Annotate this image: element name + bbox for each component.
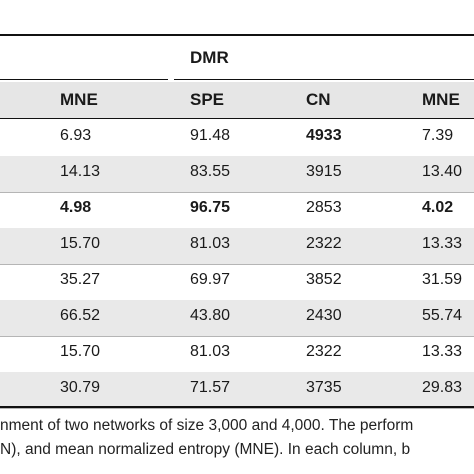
table-cell: 66.52 (60, 307, 101, 324)
table-cell: 4.98 (60, 199, 92, 216)
table-bottom-rule (0, 406, 474, 408)
table-cell: 6.93 (60, 127, 92, 144)
table-row: 30.79 71.57 3735 29.83 (0, 372, 474, 409)
column-header: CN (306, 90, 331, 109)
table-cell: 91.48 (190, 127, 231, 144)
table-cell: 81.03 (190, 235, 231, 252)
column-header: MNE (60, 90, 98, 109)
table-row: 15.70 81.03 2322 13.33 (0, 228, 474, 265)
column-header-row: MNE SPE CN MNE (0, 82, 474, 119)
column-header: MNE (422, 90, 460, 109)
caption-line: nment of two networks of size 3,000 and … (0, 417, 414, 434)
table-cell: 4933 (306, 127, 342, 144)
table-cell: 43.80 (190, 307, 231, 324)
table-cell: 13.33 (422, 235, 463, 252)
table-cell: 15.70 (60, 235, 101, 252)
table-row: 35.27 69.97 3852 31.59 (0, 264, 474, 301)
table-row: 6.93 91.48 4933 7.39 (0, 120, 474, 157)
table-row: 4.98 96.75 2853 4.02 (0, 192, 474, 229)
table-cell: 96.75 (190, 199, 231, 216)
table-cell: 13.33 (422, 343, 463, 360)
table-cell: 2322 (306, 343, 342, 360)
table-cell: 35.27 (60, 271, 101, 288)
table-cell: 30.79 (60, 379, 101, 396)
table-cell: 2853 (306, 199, 342, 216)
table-cell: 31.59 (422, 271, 463, 288)
table-cell: 71.57 (190, 379, 231, 396)
table-cell: 7.39 (422, 127, 454, 144)
table-cell: 55.74 (422, 307, 463, 324)
table-row: 15.70 81.03 2322 13.33 (0, 336, 474, 373)
dmr-group-rule (174, 79, 474, 81)
table-cell: 69.97 (190, 271, 231, 288)
table-cell: 81.03 (190, 343, 231, 360)
caption-line: N), and mean normalized entropy (MNE). I… (0, 441, 411, 458)
table-top-rule (0, 34, 474, 36)
table-cell: 15.70 (60, 343, 101, 360)
table-caption: nment of two networks of size 3,000 and … (0, 414, 474, 462)
table-cell: 2430 (306, 307, 342, 324)
table-cell: 2322 (306, 235, 342, 252)
table-cell: 4.02 (422, 199, 454, 216)
table-cell: 83.55 (190, 163, 231, 180)
table-cell: 14.13 (60, 163, 101, 180)
table-row: 14.13 83.55 3915 13.40 (0, 156, 474, 193)
column-header: SPE (190, 90, 225, 109)
left-group-rule (0, 79, 168, 81)
table-row: 66.52 43.80 2430 55.74 (0, 300, 474, 337)
group-header-dmr: DMR (190, 48, 229, 67)
table-cell: 3915 (306, 163, 342, 180)
table-cell: 3735 (306, 379, 342, 396)
table-cell: 3852 (306, 271, 342, 288)
table-cell: 13.40 (422, 163, 463, 180)
table-cell: 29.83 (422, 379, 463, 396)
